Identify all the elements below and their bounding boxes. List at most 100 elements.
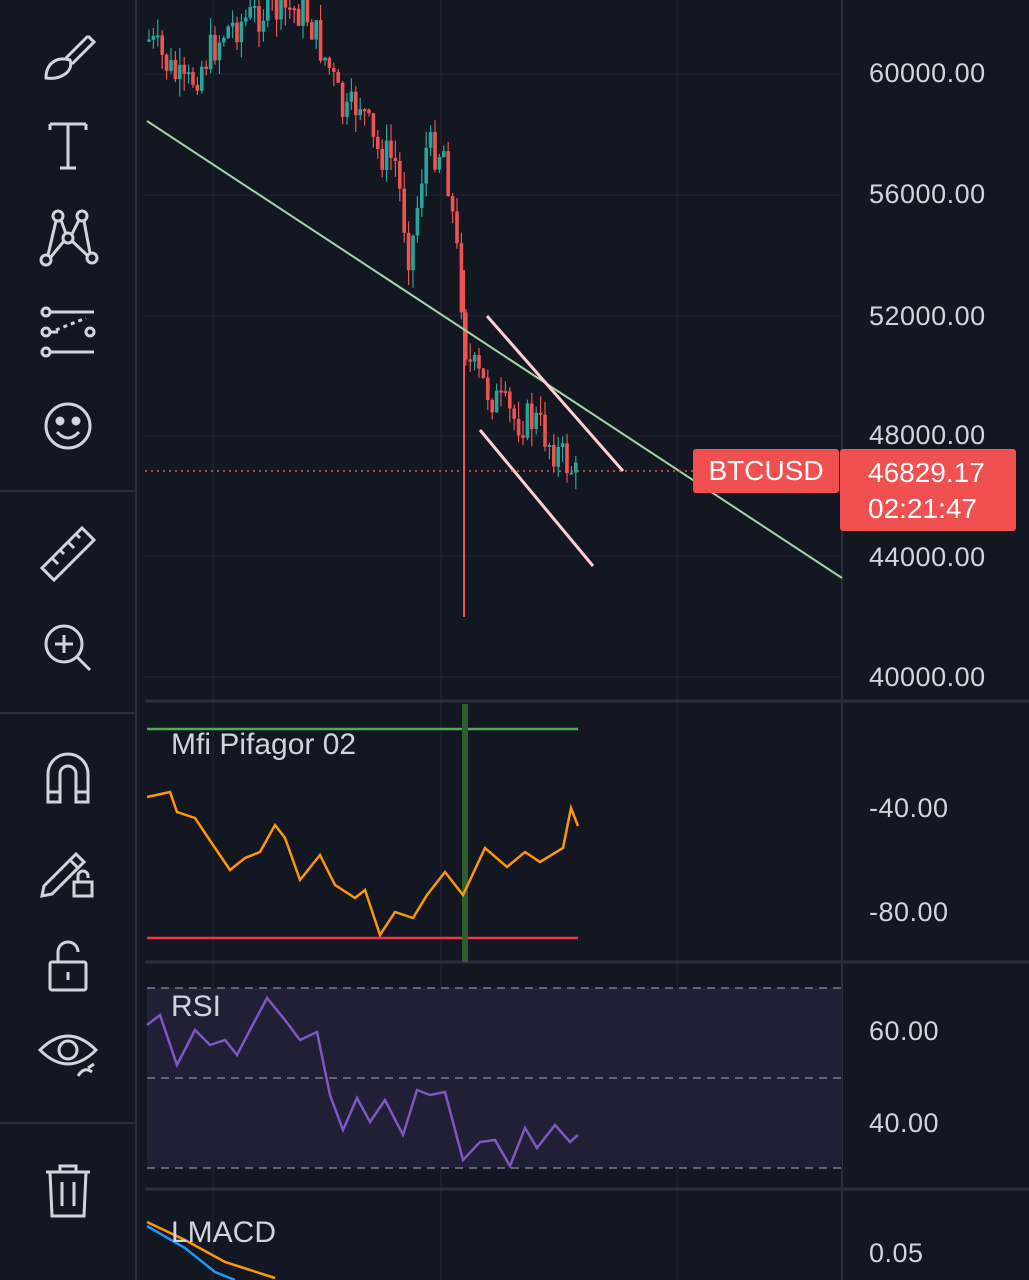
candle-body <box>371 113 376 137</box>
mfi-line <box>146 790 580 938</box>
ruler-icon <box>39 525 97 583</box>
candle-body <box>147 39 151 42</box>
candle-body <box>481 368 486 378</box>
candle-body <box>283 0 288 8</box>
price-axis-label: 56000.00 <box>869 179 986 209</box>
candle-body <box>226 26 230 38</box>
candle-body <box>310 22 314 40</box>
candle-body <box>362 109 367 112</box>
chart-canvas[interactable] <box>145 0 1029 1280</box>
channel-lower-line <box>478 429 595 567</box>
lmacd-axis-label: 0.05 <box>869 1238 924 1268</box>
candle-body <box>486 377 490 401</box>
candle-body <box>195 84 200 91</box>
candle-body <box>222 37 226 43</box>
trendline <box>146 120 843 579</box>
candle-body <box>151 35 156 40</box>
candle-body <box>384 140 389 170</box>
candle-body <box>178 64 182 80</box>
candle-body <box>494 390 499 413</box>
candle-body <box>477 355 481 369</box>
candle-body <box>208 34 213 70</box>
candle-body <box>274 0 279 20</box>
prediction-icon <box>40 306 96 358</box>
toolbar-border <box>135 0 137 1280</box>
candle-body <box>164 54 169 71</box>
rsi-pane-title[interactable]: RSI <box>171 990 222 1023</box>
candle-body <box>516 418 521 436</box>
chart-area[interactable]: 60000.00 56000.00 52000.00 48000.00 4400… <box>145 0 1029 1280</box>
candle-body <box>318 20 323 61</box>
candle-body <box>538 412 543 415</box>
candle-body <box>411 235 415 271</box>
candle-body <box>574 462 578 473</box>
candle-body <box>182 64 186 74</box>
rsi-line <box>146 995 579 1169</box>
candle-body <box>428 132 433 148</box>
candle-body <box>169 59 173 71</box>
candle-body <box>156 35 160 38</box>
mfi-axis-label: -80.00 <box>869 897 949 927</box>
eye-icon <box>37 1034 99 1077</box>
text-icon <box>48 122 88 170</box>
lock-all-button[interactable] <box>28 924 108 1004</box>
candle-body <box>191 72 195 85</box>
prediction-tool-button[interactable] <box>28 292 108 372</box>
mfi-pane-title[interactable]: Mfi Pifagor 02 <box>171 728 357 761</box>
magnet-tool-button[interactable] <box>28 736 108 816</box>
lmacd-signal-line <box>146 1220 276 1280</box>
brush-tool-button[interactable] <box>28 12 108 92</box>
candle-body <box>406 232 411 271</box>
mfi-signal-bar <box>462 704 468 962</box>
candle-body <box>200 66 204 91</box>
toolbar-divider <box>0 712 137 714</box>
candle-body <box>499 390 503 393</box>
text-tool-button[interactable] <box>28 104 108 184</box>
candle-body <box>446 151 450 197</box>
pattern-icon <box>39 209 99 267</box>
lmacd-line <box>146 1224 236 1280</box>
last-price: 46829.17 <box>868 457 985 488</box>
candle-body <box>248 6 252 18</box>
candle-body <box>552 445 556 467</box>
candle-body <box>261 20 266 32</box>
candle-body <box>525 403 530 438</box>
zoom-tool-button[interactable] <box>28 608 108 688</box>
candle-body <box>490 400 494 413</box>
lmacd-pane-title[interactable]: LMACD <box>171 1216 277 1249</box>
candle-body <box>252 6 257 9</box>
candle-body <box>512 408 516 419</box>
candle-body <box>547 445 552 448</box>
lock-drawings-button[interactable] <box>28 830 108 910</box>
rsi-axis-label: 60.00 <box>869 1016 940 1046</box>
candle-body <box>534 412 538 429</box>
candle-body <box>288 7 292 10</box>
pattern-tool-button[interactable] <box>28 198 108 278</box>
trash-icon <box>46 1164 90 1218</box>
candle-body <box>296 8 301 26</box>
measure-tool-button[interactable] <box>28 514 108 594</box>
candle-body <box>217 42 222 61</box>
candle-body <box>186 72 191 75</box>
candle-body <box>340 82 345 117</box>
candle-body <box>393 157 398 162</box>
drawing-toolbar <box>0 0 137 1280</box>
hide-drawings-button[interactable] <box>28 1012 108 1092</box>
candle-body <box>543 414 547 447</box>
candle-body <box>235 22 239 43</box>
emoji-tool-button[interactable] <box>28 386 108 466</box>
candle-body <box>420 183 424 208</box>
candle-body <box>503 391 508 394</box>
delete-drawings-button[interactable] <box>28 1150 108 1230</box>
candle-body <box>230 22 235 27</box>
candle-body <box>398 161 402 189</box>
candle-body <box>257 6 261 32</box>
candle-body <box>349 91 354 102</box>
candle-body <box>415 207 420 236</box>
candle-body <box>424 147 428 184</box>
candle-body <box>376 136 380 149</box>
price-axis-label: 52000.00 <box>869 301 986 331</box>
candle-body <box>565 443 569 474</box>
candle-body <box>389 140 393 158</box>
candle-body <box>508 391 512 409</box>
